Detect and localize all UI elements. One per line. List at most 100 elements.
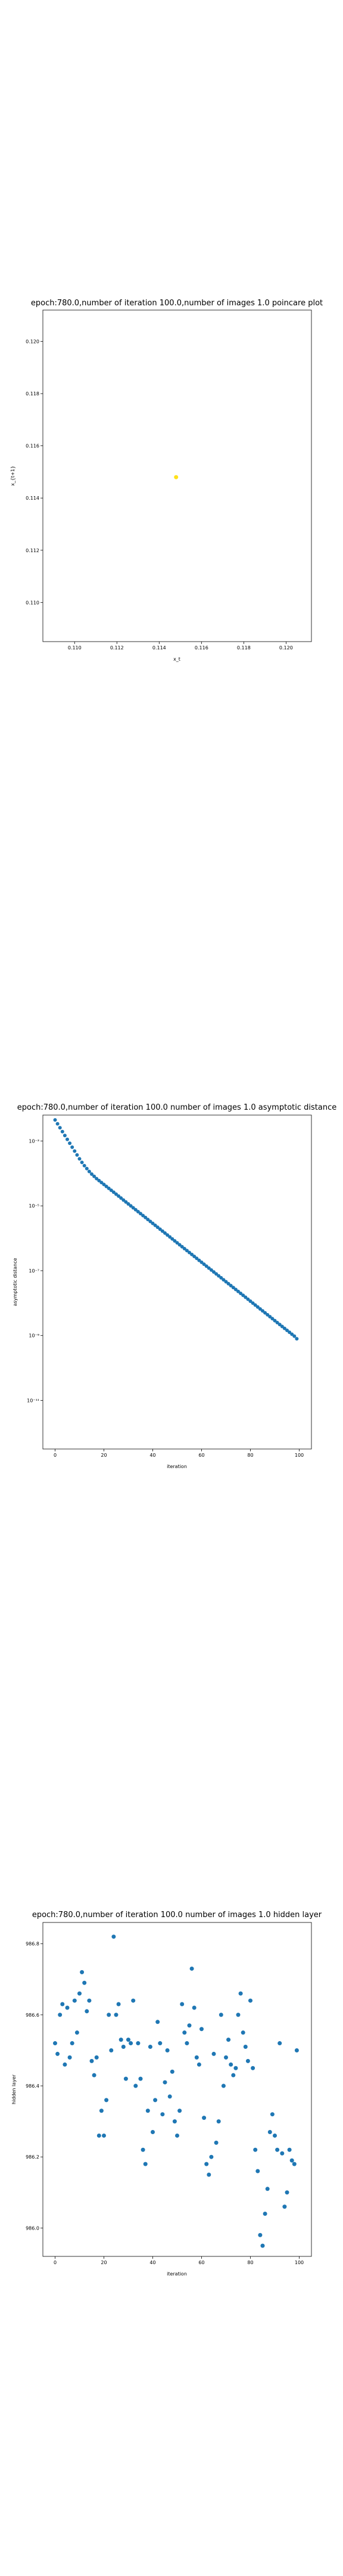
data-point	[277, 1323, 282, 1327]
data-point	[241, 1293, 245, 1298]
data-point	[190, 1252, 194, 1256]
data-point	[165, 2048, 170, 2052]
data-point	[85, 2009, 89, 2014]
x-tick-label: 0	[54, 2260, 57, 2265]
data-point	[131, 1998, 136, 2003]
data-point	[277, 2041, 282, 2046]
data-point	[144, 1215, 148, 1219]
data-point	[99, 2109, 104, 2113]
data-point	[136, 1210, 140, 1214]
data-point	[221, 2083, 226, 2088]
data-point	[197, 2062, 201, 2067]
data-point	[141, 1213, 145, 1218]
data-point	[288, 1330, 292, 1335]
data-point	[260, 2243, 265, 2248]
data-point	[285, 1329, 289, 1333]
data-point	[209, 1268, 213, 1272]
data-point	[114, 2012, 119, 2017]
y-tick-label: 10⁻⁷	[29, 1268, 39, 1274]
data-point	[258, 1307, 262, 1311]
data-point	[233, 1287, 238, 1292]
y-tick-label: 986.6	[26, 2012, 39, 2018]
data-point	[243, 2045, 248, 2049]
data-point	[289, 2158, 294, 2163]
data-point	[109, 1188, 113, 1193]
data-point	[192, 1255, 197, 1259]
data-point	[70, 1145, 74, 1149]
data-point	[119, 1196, 123, 1200]
x-tick-label: 60	[198, 1453, 204, 1458]
data-point	[89, 2058, 94, 2063]
data-point	[192, 2005, 197, 2010]
data-point	[222, 1278, 226, 1282]
data-point	[121, 1198, 126, 1202]
data-point	[177, 2109, 182, 2113]
data-point	[58, 1126, 62, 1130]
data-point	[68, 1141, 72, 1145]
data-point	[87, 1169, 91, 1174]
data-point	[263, 2212, 267, 2216]
data-point	[236, 1289, 240, 1293]
data-point	[143, 2162, 148, 2166]
data-point	[70, 2041, 74, 2046]
y-tick-label: 10⁻⁵	[29, 1203, 39, 1209]
data-point	[275, 1320, 279, 1324]
data-point	[148, 1219, 152, 1224]
data-point	[292, 2162, 297, 2166]
x-tick-label: 0	[54, 1453, 57, 1458]
data-point	[77, 1991, 82, 1996]
data-point	[107, 1186, 111, 1190]
poincare-y-label: x_{t+1}	[10, 466, 15, 486]
data-point	[55, 1122, 60, 1126]
data-point	[158, 2041, 163, 2046]
data-point	[295, 1337, 299, 1341]
data-point	[216, 2119, 221, 2124]
data-point	[246, 1297, 250, 1301]
data-point	[185, 1249, 189, 1253]
data-point	[273, 1318, 277, 1323]
data-point	[155, 2020, 160, 2024]
data-point	[53, 1118, 57, 1122]
data-point	[195, 1256, 199, 1261]
data-point	[96, 2133, 101, 2138]
data-point	[107, 2012, 111, 2017]
data-point	[258, 2233, 263, 2237]
data-point	[109, 2048, 114, 2052]
hidden-layer-y-label: hidden layer	[11, 2074, 17, 2104]
data-point	[160, 1229, 164, 1233]
data-point	[87, 1998, 92, 2003]
data-point	[111, 1190, 116, 1194]
data-point	[153, 2098, 158, 2103]
data-point	[241, 2030, 245, 2035]
data-point	[266, 1312, 270, 1317]
data-point	[95, 1176, 99, 1181]
data-point	[263, 1311, 267, 1315]
data-point	[267, 2129, 272, 2134]
data-point	[199, 1260, 204, 1264]
data-point	[265, 2187, 270, 2191]
data-point	[139, 1212, 142, 1216]
y-tick-label: 10⁻⁹	[29, 1333, 39, 1339]
asymptotic-y-label: asymptotic distance	[13, 1258, 18, 1306]
x-tick-label: 20	[101, 1453, 107, 1458]
x-tick-label: 80	[247, 1453, 253, 1458]
data-point	[248, 1998, 252, 2003]
data-point	[251, 2066, 255, 2070]
data-point	[217, 1274, 221, 1278]
data-point	[226, 2038, 231, 2042]
data-point	[97, 1178, 101, 1182]
hidden-layer-chart: epoch:780.0,number of iteration 100.0 nu…	[11, 1911, 322, 2277]
data-point	[131, 1206, 135, 1210]
data-point	[58, 2012, 63, 2017]
x-tick-label: 0.114	[152, 645, 166, 651]
x-tick-label: 20	[101, 2260, 107, 2265]
data-point	[104, 2098, 109, 2103]
data-point	[175, 2133, 179, 2138]
data-point	[60, 2002, 65, 2007]
y-tick-label: 0.114	[26, 496, 39, 501]
data-point	[55, 2051, 60, 2056]
data-point	[211, 2051, 216, 2056]
data-point	[229, 1283, 233, 1287]
y-tick-label: 0.120	[26, 339, 39, 345]
data-point	[231, 1286, 235, 1290]
